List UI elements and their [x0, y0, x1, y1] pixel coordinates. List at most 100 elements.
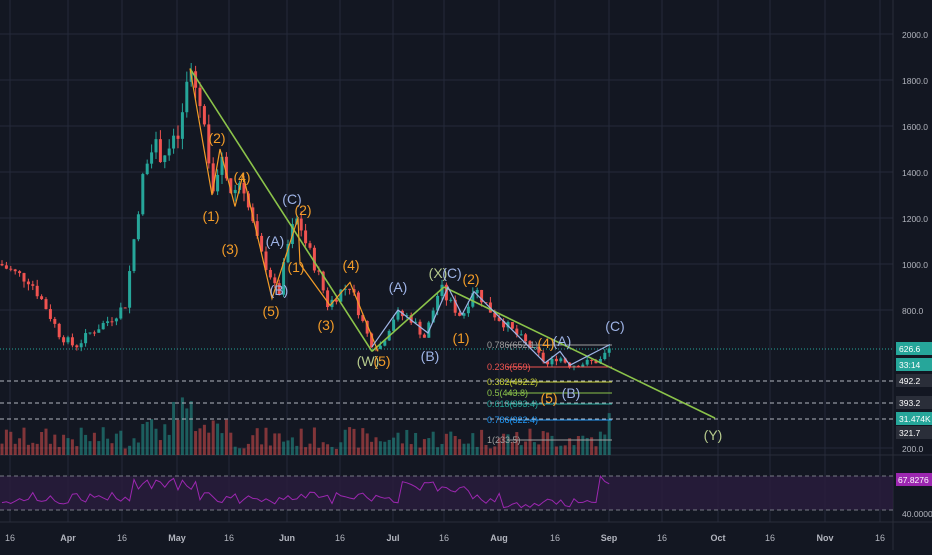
candle-body [528, 341, 532, 348]
volume-bar [546, 432, 550, 455]
fibonacci-retracement[interactable]: 0.786(652.1) 0.236(559) 0.382(492.2)0.5(44… [0, 340, 893, 445]
volume-bar [365, 433, 369, 455]
volume-bar [356, 447, 360, 455]
fib-level-label: 0.5(443.8) [487, 388, 528, 398]
time-tick-label: 16 [117, 533, 127, 543]
time-tick-label: 16 [765, 533, 775, 543]
volume-bar [110, 443, 114, 455]
volume-bar [427, 438, 431, 455]
candle-body [176, 135, 180, 139]
candle-body [224, 156, 228, 179]
candle-body [13, 269, 17, 272]
volume-bar [453, 436, 457, 455]
volume-bar [537, 444, 541, 455]
volume-bar [207, 432, 211, 455]
candle-body [114, 318, 118, 322]
volume-bar [440, 443, 444, 455]
volume-bar [594, 446, 598, 455]
volume-bar [431, 431, 435, 455]
price-label-text: 393.2 [899, 398, 921, 408]
rsi-tick-label: 40.0000 [902, 509, 932, 519]
candle-body [48, 309, 52, 319]
candle-body [163, 155, 167, 163]
volume-bar [242, 448, 246, 455]
candle-body [506, 322, 510, 328]
price-tick-label: 1400.0 [902, 168, 928, 178]
volume-bar [185, 408, 189, 455]
volume-bar [70, 439, 74, 455]
candle-body [563, 358, 567, 363]
candle-body [559, 358, 563, 362]
candle-body [590, 359, 594, 361]
volume-bar [493, 446, 497, 455]
volume-bar [383, 441, 387, 455]
volume-bar [484, 444, 488, 455]
candle-body [510, 322, 514, 329]
candle-body [277, 283, 281, 295]
candle-body [497, 317, 501, 322]
candle-body [515, 328, 519, 335]
price-label-box [896, 412, 932, 425]
price-label-badge: 626.6 [896, 342, 932, 355]
time-tick-label: 16 [5, 533, 15, 543]
wave-labels: (2)(1)(4)(3)(C)(2)(A)(1)(B)(5)(4)(3)(A)(… [202, 130, 722, 443]
wave-label: (1) [287, 259, 304, 275]
rsi-band-fill [0, 476, 893, 510]
price-label-badge: 33:14 [896, 358, 932, 371]
candle-body [216, 174, 220, 192]
rsi-current-box [896, 473, 932, 486]
candle-body [106, 321, 110, 324]
candle-body [26, 281, 30, 285]
candle-body [603, 352, 607, 359]
volume-bar [290, 437, 294, 455]
trendline-layer[interactable] [189, 68, 716, 419]
volume-bar [57, 447, 61, 455]
price-tick-label: 1000.0 [902, 260, 928, 270]
candle-body [242, 182, 246, 194]
volume-bar [568, 438, 572, 455]
volume-bar [330, 446, 334, 455]
price-label-badge: 492.2 [896, 374, 932, 387]
volume-bar [528, 428, 532, 455]
volume-bar [585, 437, 589, 455]
price-label-text: 33:14 [899, 360, 921, 370]
time-tick-label: May [168, 533, 186, 543]
wave-path-orange [189, 68, 379, 352]
volume-bar [502, 433, 506, 455]
volume-bar [128, 445, 132, 455]
candle-body [150, 152, 154, 164]
volume-bar [541, 431, 545, 455]
fib-level-label: 0.618(393.4) [487, 399, 538, 409]
volume-bar [304, 447, 308, 455]
volume-bar [436, 447, 440, 455]
candle-body [35, 285, 39, 297]
wave-label: (X) [429, 265, 448, 281]
candle-body [361, 315, 365, 321]
candle-body [502, 321, 506, 328]
rsi-current-badge: 67.8276 [896, 473, 932, 486]
candle-body [62, 337, 66, 343]
volume-layer [0, 397, 611, 455]
time-tick-label: Jul [386, 533, 399, 543]
price-label-text: 492.2 [899, 376, 921, 386]
candle-body [414, 321, 418, 323]
candle-body [431, 310, 435, 323]
candle-body [9, 268, 13, 270]
volume-bar [444, 433, 448, 455]
volume-bar [572, 445, 576, 455]
volume-bar [282, 441, 286, 455]
volume-bar [515, 432, 519, 455]
candle-body [444, 284, 448, 301]
candle-body [554, 358, 558, 362]
volume-bar [220, 433, 224, 455]
volume-bar [352, 428, 356, 455]
volume-bar [84, 434, 88, 455]
volume-bar [44, 428, 48, 455]
volume-bar [202, 424, 206, 455]
volume-bar [607, 413, 611, 455]
volume-bar [286, 440, 290, 455]
volume-bar [106, 438, 110, 455]
